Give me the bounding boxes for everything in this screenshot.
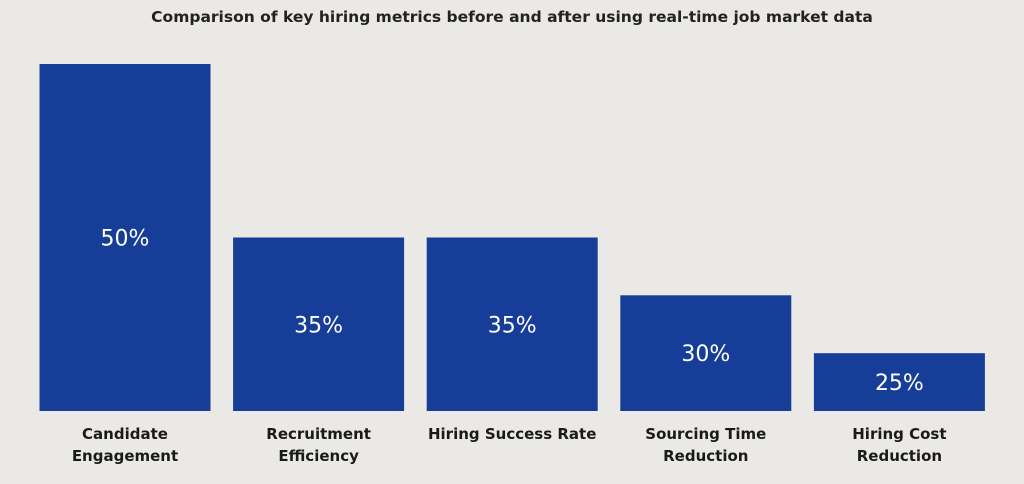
category-label: Hiring Success Rate [428,425,596,443]
bar [39,64,211,411]
bar [426,237,598,411]
category-label: Recruitment [266,425,371,443]
chart-title: Comparison of key hiring metrics before … [151,8,873,26]
bar-value-label: 30% [681,342,730,367]
category-label: Sourcing Time [645,425,766,443]
category-label: Efficiency [278,447,359,465]
bar [813,353,985,411]
bar-value-label: 50% [101,227,150,252]
category-label: Hiring Cost [852,425,946,443]
bar [233,237,405,411]
bar-value-label: 35% [294,313,343,338]
bar [620,295,792,411]
bar-value-label: 25% [875,371,924,396]
category-label: Candidate [82,425,168,443]
category-label: Reduction [663,447,748,465]
category-label: Reduction [857,447,942,465]
category-label: Engagement [72,447,178,465]
bar-value-label: 35% [488,313,537,338]
